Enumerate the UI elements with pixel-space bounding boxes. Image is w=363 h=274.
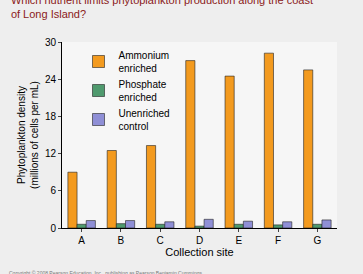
svg-text:6: 6 (50, 185, 56, 196)
svg-text:C: C (157, 235, 164, 246)
svg-text:Unenrichedcontrol: Unenrichedcontrol (119, 108, 170, 132)
svg-text:Collection site: Collection site (165, 246, 233, 258)
svg-text:0: 0 (50, 223, 56, 234)
svg-text:B: B (118, 235, 125, 246)
svg-text:Which nutrient limits phytopla: Which nutrient limits phytoplankton prod… (11, 0, 313, 20)
svg-text:G: G (313, 235, 321, 246)
svg-text:D: D (196, 235, 203, 246)
svg-text:A: A (78, 235, 85, 246)
svg-text:E: E (235, 235, 242, 246)
svg-text:Copyright © 2008 Pearson Educa: Copyright © 2008 Pearson Education, Inc.… (9, 270, 203, 274)
svg-text:Ammoniumenriched: Ammoniumenriched (119, 50, 170, 74)
svg-text:18: 18 (45, 111, 57, 122)
svg-text:Phosphateenriched: Phosphateenriched (119, 79, 167, 103)
svg-text:30: 30 (45, 37, 57, 48)
svg-text:Phytoplankton density(millions: Phytoplankton density(millions of cells … (16, 81, 40, 189)
svg-text:24: 24 (45, 74, 57, 85)
svg-text:12: 12 (45, 148, 57, 159)
svg-text:F: F (275, 235, 281, 246)
